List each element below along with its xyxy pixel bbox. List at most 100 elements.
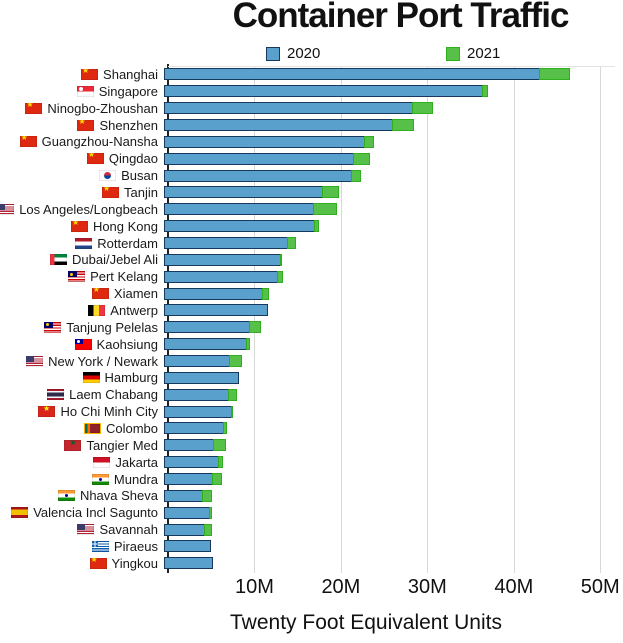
port-label: New York / Newark (0, 354, 163, 369)
port-label: Nhava Sheva (0, 488, 163, 503)
bar-2020 (164, 523, 205, 536)
bar-2020 (164, 287, 263, 300)
bar-2020 (164, 152, 355, 165)
bar-group (164, 117, 414, 134)
bar-group (164, 251, 283, 268)
port-name: Kaohsiung (96, 336, 158, 352)
flag-china-icon (25, 102, 43, 114)
legend-item-2021: 2021 (446, 45, 500, 62)
bar-group (164, 454, 223, 471)
port-row: Antwerp (0, 302, 623, 319)
bar-2020 (164, 135, 365, 148)
port-name: Tangier Med (86, 437, 158, 453)
port-label: Colombo (0, 421, 163, 436)
flag-china-icon (91, 288, 109, 300)
flag-china-icon (81, 68, 99, 80)
legend-item-2020: 2020 (266, 45, 320, 62)
port-row: Shenzhen (0, 117, 623, 134)
port-label: Hamburg (0, 370, 163, 385)
bar-2020 (164, 473, 214, 486)
bar-group (164, 83, 489, 100)
bar-2020 (164, 422, 224, 435)
port-label: Savannah (0, 522, 163, 537)
port-row: Xiamen (0, 285, 623, 302)
port-name: Jakarta (115, 454, 158, 470)
port-name: Xiamen (113, 286, 158, 302)
flag-china-icon (77, 119, 95, 131)
bar-2020 (164, 456, 220, 469)
port-name: Hamburg (104, 370, 158, 386)
port-name: Ninogbo-Zhoushan (47, 100, 158, 116)
bar-2021-growth (279, 253, 283, 266)
bar-2020 (164, 321, 250, 334)
flag-greece-icon (91, 540, 109, 552)
bar-group (164, 319, 261, 336)
port-row: Tangier Med (0, 437, 623, 454)
bar-2021-growth (218, 456, 223, 469)
flag-indonesia-icon (93, 456, 111, 468)
port-label: Hong Kong (0, 219, 163, 234)
port-row: Dubai/Jebel Ali (0, 251, 623, 268)
flag-china-icon (19, 136, 37, 148)
port-name: Laem Chabang (69, 387, 158, 403)
flag-usa-icon (26, 355, 44, 367)
bar-2020 (164, 220, 316, 233)
port-row: Mundra (0, 471, 623, 488)
port-name: Yingkou (111, 555, 159, 571)
y-axis-line (167, 64, 169, 573)
flag-malaysia-icon (68, 271, 86, 283)
bar-2021-growth (314, 220, 319, 233)
port-label: Kaohsiung (0, 337, 163, 352)
port-row: Guangzhou-Nansha (0, 133, 623, 150)
port-name: Piraeus (113, 538, 158, 554)
bar-group (164, 555, 214, 572)
flag-china-icon (102, 186, 120, 198)
legend-label: 2020 (287, 45, 321, 62)
bar-group (164, 403, 234, 420)
flag-usa-icon (77, 524, 95, 536)
port-label: Los Angeles/Longbeach (0, 202, 163, 217)
legend-label: 2021 (467, 45, 501, 62)
port-row: Kaohsiung (0, 336, 623, 353)
bar-group (164, 353, 242, 370)
bar-2020 (164, 253, 281, 266)
x-tick-label: 50M (580, 576, 620, 598)
port-label: Valencia Incl Sagunto (0, 505, 163, 520)
port-name: Qingdao (108, 151, 158, 167)
port-label: Ho Chi Minh City (0, 404, 163, 419)
port-label: Qingdao (0, 151, 163, 166)
port-row: Yingkou (0, 555, 623, 572)
port-name: Guangzhou-Nansha (41, 134, 158, 150)
port-row: Busan (0, 167, 623, 184)
port-label: Piraeus (0, 539, 163, 554)
flag-usa-icon (0, 203, 15, 215)
bar-2020 (164, 85, 483, 98)
port-label: Jakarta (0, 455, 163, 470)
port-label: Mundra (0, 472, 163, 487)
bar-group (164, 184, 340, 201)
bar-group (164, 504, 213, 521)
port-row: Rotterdam (0, 235, 623, 252)
bar-2020 (164, 102, 413, 115)
port-label: Shanghai (0, 67, 163, 82)
bar-group (164, 201, 337, 218)
port-name: Valencia Incl Sagunto (33, 505, 158, 521)
port-name: Singapore (98, 83, 158, 99)
port-label: Ninogbo-Zhoushan (0, 101, 163, 116)
bar-group (164, 302, 268, 319)
port-label: Laem Chabang (0, 387, 163, 402)
port-label: Rotterdam (0, 236, 163, 251)
port-row: Savannah (0, 521, 623, 538)
bar-2021-growth (228, 355, 242, 368)
bar-2020 (164, 186, 324, 199)
port-row: Piraeus (0, 538, 623, 555)
port-label: Xiamen (0, 286, 163, 301)
bar-2020 (164, 371, 240, 384)
port-name: Ho Chi Minh City (60, 404, 158, 420)
bar-group (164, 268, 284, 285)
port-label: Guangzhou-Nansha (0, 134, 163, 149)
bar-2021-growth (312, 203, 337, 216)
bar-2021-growth (261, 287, 269, 300)
bar-2021-growth (411, 102, 433, 115)
